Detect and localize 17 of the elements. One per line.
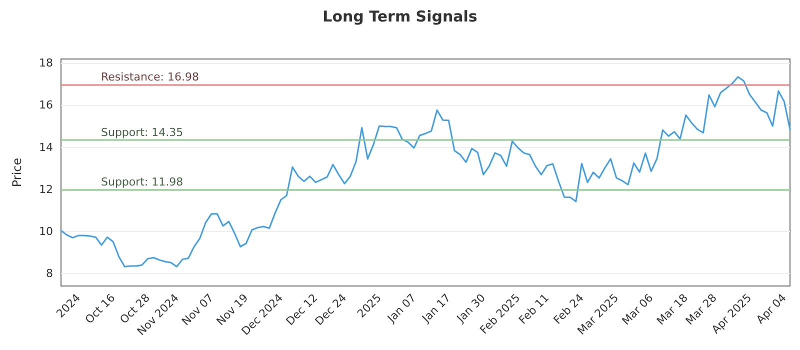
y-tick-label: 16 [39, 98, 53, 112]
x-tick-label: Jan 17 [419, 291, 454, 326]
ref-line-label: Support: 11.98 [101, 176, 184, 189]
y-tick-label: 8 [46, 266, 53, 280]
chart-title: Long Term Signals [322, 8, 478, 26]
y-tick-label: 10 [39, 224, 53, 238]
x-tick-label: Apr 04 [754, 291, 789, 326]
x-tick-label: Jan 07 [384, 291, 419, 326]
y-axis-title: Price [10, 158, 24, 188]
x-tick-label: Nov 07 [179, 291, 216, 328]
x-tick-label: Oct 16 [82, 291, 118, 326]
y-tick-label: 14 [39, 140, 53, 154]
ref-line-label: Resistance: 16.98 [101, 70, 199, 84]
x-tick-label: Mar 06 [620, 291, 656, 328]
y-tick-label: 12 [39, 182, 53, 196]
y-tick-label: 18 [39, 56, 53, 70]
ref-line-label: Support: 14.35 [101, 126, 184, 139]
